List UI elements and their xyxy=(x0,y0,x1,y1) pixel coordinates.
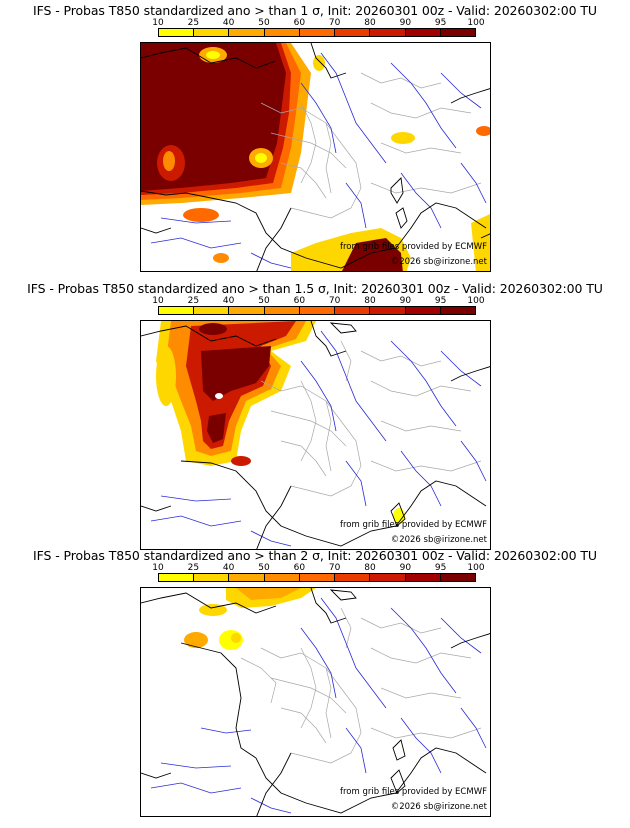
admin-borders xyxy=(260,72,482,219)
color-scale-label: 90 xyxy=(399,563,412,573)
color-scale-swatch xyxy=(335,307,371,314)
color-scale-swatch xyxy=(370,574,406,581)
color-scale-swatch xyxy=(194,307,230,314)
probability-shading xyxy=(156,321,405,524)
color-scale-label: 60 xyxy=(293,296,306,306)
source-credit: from grib files provided by ECMWF xyxy=(340,242,487,252)
panel-title: IFS - Probas T850 standardized ano > tha… xyxy=(27,281,603,296)
color-scale-label: 100 xyxy=(467,18,485,28)
color-scale-label: 10 xyxy=(152,296,164,306)
color-scale-swatch xyxy=(229,29,265,36)
probability-shading xyxy=(184,588,316,650)
panel-title: IFS - Probas T850 standardized ano > tha… xyxy=(33,548,597,563)
color-scale-label: 25 xyxy=(187,18,200,28)
color-scale-swatch xyxy=(264,574,300,581)
color-scale-label: 50 xyxy=(258,563,270,573)
coastline xyxy=(141,43,490,271)
color-scale-label: 80 xyxy=(364,563,376,573)
color-scale-label: 90 xyxy=(399,18,412,28)
color-scale-swatch xyxy=(335,574,371,581)
color-scale-label: 95 xyxy=(434,18,447,28)
color-scale-label: 90 xyxy=(399,296,412,306)
color-scale-swatch xyxy=(335,29,371,36)
probability-shading xyxy=(141,43,490,271)
color-scale-label: 25 xyxy=(187,296,200,306)
color-scale-swatch xyxy=(229,307,265,314)
copyright-credit: ©2026 sb@irizone.net xyxy=(390,257,487,267)
color-scale-label: 60 xyxy=(293,18,306,28)
probability-map: from grib files provided by ECMWF ©2026 … xyxy=(140,42,491,272)
color-scale-swatch xyxy=(440,29,475,36)
color-scale-label: 40 xyxy=(222,18,235,28)
source-credit: from grib files provided by ECMWF xyxy=(340,520,487,530)
color-scale-bar xyxy=(158,573,476,582)
color-scale-bar xyxy=(158,28,476,37)
color-scale-label: 100 xyxy=(467,563,485,573)
color-scale-label: 40 xyxy=(222,563,235,573)
copyright-credit: ©2026 sb@irizone.net xyxy=(390,535,487,545)
color-scale-labels: 10 25 40 50 60 70 80 90 95 100 xyxy=(152,296,484,306)
color-scale-label: 10 xyxy=(152,18,164,28)
color-scale-label: 25 xyxy=(187,563,200,573)
color-scale-swatch xyxy=(370,29,406,36)
color-scale-label: 100 xyxy=(467,296,485,306)
forecast-panel-3: IFS - Probas T850 standardized ano > tha… xyxy=(0,548,630,818)
color-scale-label: 50 xyxy=(258,296,270,306)
copyright-credit: ©2026 sb@irizone.net xyxy=(390,802,487,812)
color-scale-label: 80 xyxy=(364,296,376,306)
source-credit: from grib files provided by ECMWF xyxy=(340,787,487,797)
color-scale-labels: 10 25 40 50 60 70 80 90 95 100 xyxy=(152,563,484,573)
admin-borders xyxy=(260,340,482,497)
color-scale-swatch xyxy=(159,307,195,314)
color-scale-label: 10 xyxy=(152,563,164,573)
forecast-panel-1: IFS - Probas T850 standardized ano > tha… xyxy=(0,3,630,273)
rivers xyxy=(150,330,487,547)
color-scale-swatch xyxy=(194,29,230,36)
probability-map: from grib files provided by ECMWF ©2026 … xyxy=(140,587,491,817)
coastline xyxy=(141,321,490,549)
forecast-panel-2: IFS - Probas T850 standardized ano > tha… xyxy=(0,281,630,551)
color-scale-label: 70 xyxy=(328,563,341,573)
rivers xyxy=(150,597,487,814)
probability-map: from grib files provided by ECMWF ©2026 … xyxy=(140,320,491,550)
color-scale-label: 70 xyxy=(328,296,341,306)
color-scale-swatch xyxy=(405,307,441,314)
color-scale-swatch xyxy=(159,574,195,581)
color-scale-swatch xyxy=(264,307,300,314)
color-scale-swatch xyxy=(299,307,336,314)
color-scale-swatch xyxy=(299,29,336,36)
color-scale-label: 50 xyxy=(258,18,270,28)
color-scale-labels: 10 25 40 50 60 70 80 90 95 100 xyxy=(152,18,484,28)
color-scale-swatch xyxy=(264,29,300,36)
color-scale-swatch xyxy=(440,307,475,314)
coastline xyxy=(141,588,490,816)
color-scale-swatch xyxy=(159,29,195,36)
color-scale-label: 40 xyxy=(222,296,235,306)
color-scale-swatch xyxy=(194,574,230,581)
color-scale-swatch xyxy=(299,574,336,581)
color-scale-swatch xyxy=(440,574,475,581)
panel-title: IFS - Probas T850 standardized ano > tha… xyxy=(33,3,597,18)
color-scale-swatch xyxy=(405,574,441,581)
color-scale-label: 70 xyxy=(328,18,341,28)
color-scale-swatch xyxy=(405,29,441,36)
color-scale-label: 80 xyxy=(364,18,376,28)
color-scale-swatch xyxy=(229,574,265,581)
admin-borders xyxy=(240,607,482,764)
color-scale-swatch xyxy=(370,307,406,314)
color-scale-label: 95 xyxy=(434,563,447,573)
color-scale-label: 95 xyxy=(434,296,447,306)
color-scale-bar xyxy=(158,306,476,315)
rivers xyxy=(150,52,487,269)
color-scale-label: 60 xyxy=(293,563,306,573)
